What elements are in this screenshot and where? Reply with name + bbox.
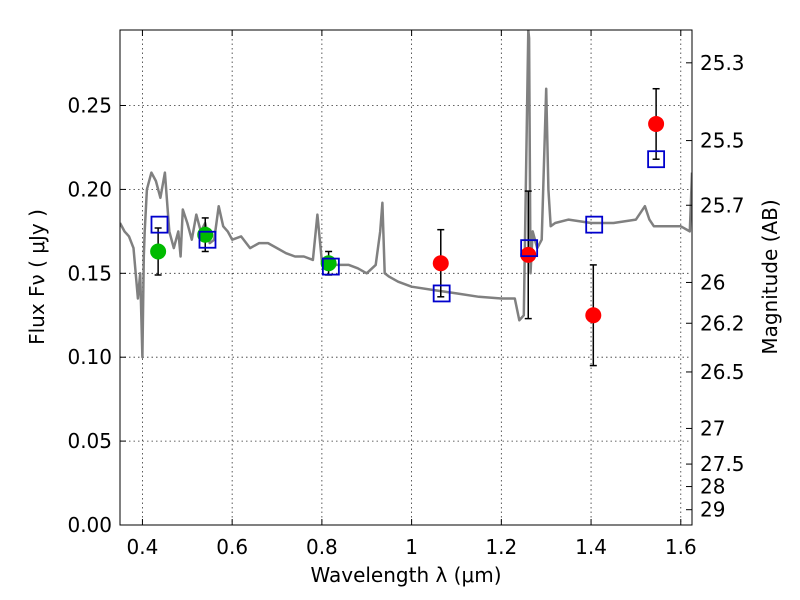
y2-tick-label: 29 bbox=[700, 498, 725, 522]
model-point bbox=[150, 215, 169, 234]
y2-tick-label: 26 bbox=[700, 270, 725, 294]
x-tick-label: 0.4 bbox=[127, 535, 159, 559]
x-tick-label: 1.4 bbox=[575, 535, 607, 559]
x-tick-label: 1 bbox=[405, 535, 418, 559]
data-point bbox=[520, 246, 537, 263]
x-tick-label: 1.2 bbox=[485, 535, 517, 559]
y-tick-label: 0.20 bbox=[67, 177, 112, 201]
spectrum-line bbox=[120, 30, 692, 359]
model-point bbox=[520, 239, 539, 258]
model-point bbox=[585, 215, 604, 234]
data-point bbox=[432, 255, 449, 272]
x-axis-label: Wavelength λ (μm) bbox=[310, 563, 501, 587]
y-tick-label: 0.10 bbox=[67, 345, 112, 369]
tick-marks bbox=[120, 30, 692, 526]
data-point bbox=[585, 307, 602, 324]
y2-tick-label: 27 bbox=[700, 416, 725, 440]
model-point bbox=[321, 257, 340, 276]
y-tick-label: 0.00 bbox=[67, 513, 112, 537]
y2-tick-label: 27.5 bbox=[700, 452, 745, 476]
grid bbox=[120, 30, 692, 525]
axes-frame bbox=[119, 29, 693, 526]
y2-tick-label: 25.5 bbox=[700, 129, 745, 153]
data-point bbox=[197, 226, 214, 243]
y2-tick-label: 25.3 bbox=[700, 51, 745, 75]
plot-area bbox=[120, 30, 692, 367]
y-tick-label: 0.05 bbox=[67, 429, 112, 453]
model-point bbox=[198, 230, 217, 249]
data-point bbox=[648, 115, 665, 132]
y2-axis-label: Magnitude (AB) bbox=[758, 199, 782, 354]
y2-tick-label: 26.2 bbox=[700, 311, 745, 335]
tick-labels: 0.4 0.6 0.8 1 1.2 1.4 1.6 0.00 0.05 0.10 0.15 0.20 0… bbox=[67, 51, 744, 559]
model-point bbox=[432, 284, 451, 303]
y2-tick-label: 28 bbox=[700, 475, 725, 499]
model-point bbox=[647, 150, 666, 169]
x-tick-label: 1.6 bbox=[665, 535, 697, 559]
y-tick-label: 0.15 bbox=[67, 261, 112, 285]
y-tick-label: 0.25 bbox=[67, 94, 112, 118]
x-tick-label: 0.6 bbox=[216, 535, 248, 559]
data-point bbox=[150, 243, 167, 260]
y-axis-label: Flux Fν ( μJy ) bbox=[25, 209, 49, 345]
y2-tick-label: 25.7 bbox=[700, 193, 745, 217]
y2-tick-label: 26.5 bbox=[700, 360, 745, 384]
x-tick-label: 0.8 bbox=[306, 535, 338, 559]
